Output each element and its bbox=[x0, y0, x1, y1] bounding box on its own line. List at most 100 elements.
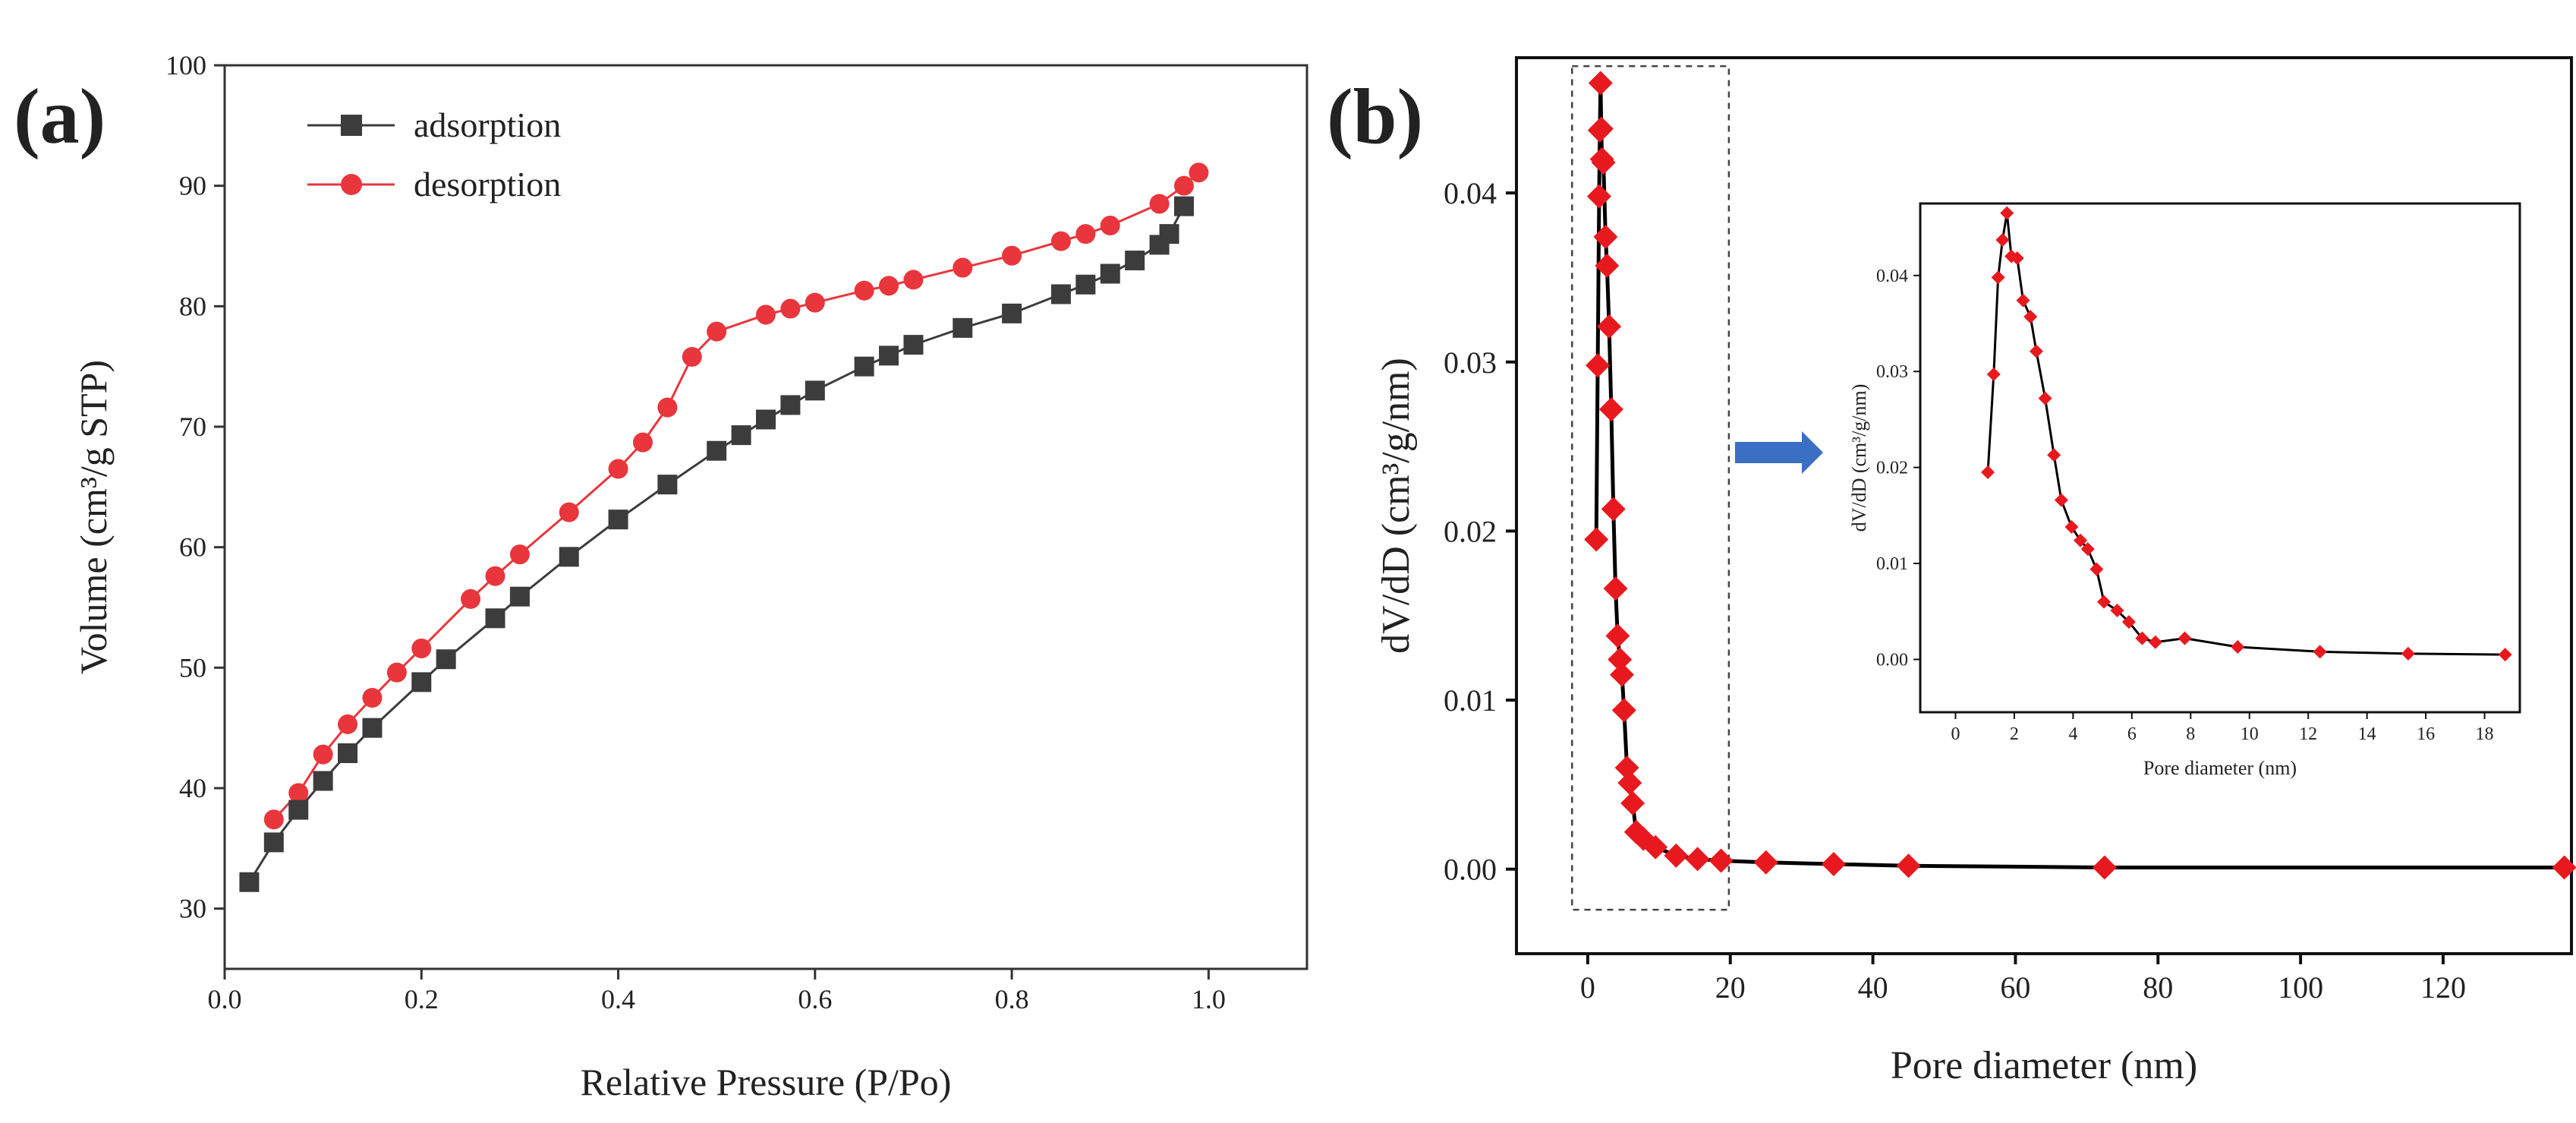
y-tick-label: 0.03 bbox=[1876, 362, 1908, 382]
inset-psd-point bbox=[2110, 604, 2124, 617]
desorption-point bbox=[1100, 216, 1120, 236]
inset-psd-point bbox=[2401, 646, 2415, 661]
inset-psd-point bbox=[2121, 615, 2136, 629]
desorption-point bbox=[805, 292, 825, 313]
adsorption-point bbox=[338, 743, 358, 763]
adsorption-point bbox=[509, 586, 530, 607]
psd-point bbox=[1614, 756, 1639, 781]
panel-b-series bbox=[1584, 71, 2576, 880]
adsorption-point bbox=[1125, 251, 1145, 271]
inset-psd-point bbox=[1995, 233, 2010, 248]
adsorption-point bbox=[805, 380, 825, 401]
adsorption-point bbox=[313, 771, 333, 791]
x-tick-label: 12 bbox=[2299, 724, 2317, 744]
inset-psd-point bbox=[2010, 251, 2024, 266]
inset-series bbox=[1981, 206, 2512, 662]
desorption-point bbox=[263, 809, 284, 830]
adsorption-point bbox=[1173, 196, 1194, 216]
x-tick-label: 0 bbox=[1580, 970, 1595, 1005]
adsorption-point bbox=[731, 425, 751, 446]
adsorption-point bbox=[780, 395, 801, 415]
x-tick-label: 100 bbox=[2278, 970, 2323, 1005]
panel-b-label: (b) bbox=[1327, 73, 1423, 160]
x-tick-label: 0.8 bbox=[995, 984, 1029, 1014]
x-tick-label: 6 bbox=[2127, 724, 2137, 744]
psd-point bbox=[1643, 834, 1668, 860]
desorption-point bbox=[903, 270, 924, 290]
psd-point bbox=[1603, 576, 1628, 601]
desorption-point bbox=[313, 744, 333, 765]
desorption-point bbox=[509, 544, 530, 565]
inset-psd-point bbox=[2178, 631, 2192, 645]
y-tick-label: 0.00 bbox=[1876, 650, 1908, 670]
panel-a-ticks: 0.0 0.2 0.4 0.6 0.8 1.0 30 40 50 60 70 80 90 100 bbox=[165, 50, 1226, 1014]
x-tick-label: 14 bbox=[2358, 724, 2376, 744]
y-tick-label: 90 bbox=[179, 171, 206, 201]
desorption-point bbox=[288, 783, 309, 803]
panel-b-chart: (b) 0 20 40 60 80 100 1200.000.010.020.030.04 … bbox=[1327, 56, 2576, 1087]
psd-point bbox=[2092, 855, 2117, 880]
y-tick-label: 30 bbox=[179, 894, 206, 924]
adsorption-point bbox=[1075, 274, 1096, 295]
panel-a-label: (a) bbox=[14, 73, 105, 160]
desorption-point bbox=[756, 304, 776, 325]
inset-ticks: 0 2 4 6 8 10 12 14 16 18 0.00 0.01 0.02 0.03 0.04 bbox=[1876, 267, 2494, 744]
desorption-point bbox=[362, 688, 383, 708]
desorption-point bbox=[1050, 231, 1071, 251]
psd-point bbox=[1685, 847, 1710, 872]
x-tick-label: 4 bbox=[2068, 724, 2077, 744]
adsorption-point bbox=[436, 649, 456, 670]
x-tick-label: 16 bbox=[2417, 724, 2435, 744]
y-tick-label: 60 bbox=[179, 532, 206, 563]
psd-point bbox=[1896, 853, 1921, 879]
psd-point bbox=[1611, 698, 1636, 723]
inset-plot-frame bbox=[1919, 202, 2521, 714]
panel-b-plot-frame bbox=[1515, 56, 2573, 955]
desorption-point bbox=[386, 662, 407, 683]
desorption-point bbox=[1173, 175, 1194, 196]
x-tick-label: 120 bbox=[2420, 970, 2466, 1005]
y-tick-label: 70 bbox=[179, 412, 206, 442]
adsorption-point bbox=[559, 547, 579, 567]
x-tick-label: 10 bbox=[2241, 724, 2259, 744]
adsorption-point bbox=[854, 356, 874, 377]
psd-point bbox=[1588, 71, 1613, 96]
y-tick-label: 0.04 bbox=[1444, 176, 1497, 210]
inset-psd-point bbox=[2097, 595, 2112, 609]
x-tick-label: 0.4 bbox=[601, 984, 635, 1014]
x-tick-label: 40 bbox=[1858, 970, 1888, 1005]
y-tick-label: 0.04 bbox=[1876, 267, 1908, 286]
adsorption-point bbox=[263, 832, 284, 853]
desorption-point bbox=[632, 432, 653, 453]
desorption-point bbox=[1189, 162, 1209, 183]
y-tick-label: 0.01 bbox=[1876, 554, 1908, 574]
psd-point bbox=[1589, 116, 1614, 141]
psd-point bbox=[1753, 850, 1778, 875]
x-tick-label: 0 bbox=[1951, 724, 1960, 744]
x-tick-label: 0.2 bbox=[405, 984, 439, 1014]
inset-psd-point bbox=[2080, 542, 2095, 557]
adsorption-point bbox=[362, 718, 383, 738]
y-tick-label: 0.03 bbox=[1444, 345, 1497, 380]
adsorption-point bbox=[1050, 284, 1071, 304]
psd-point bbox=[1620, 790, 1645, 815]
legend-desorption-label: desorption bbox=[414, 165, 561, 203]
legend-adsorption-marker bbox=[341, 115, 362, 136]
adsorption-point bbox=[1100, 263, 1120, 284]
x-tick-label: 20 bbox=[1715, 970, 1746, 1005]
inset-psd-point bbox=[1986, 367, 2001, 382]
desorption-point bbox=[1002, 245, 1022, 266]
y-tick-label: 80 bbox=[179, 291, 206, 321]
panel-b-x-axis-title: Pore diameter (nm) bbox=[1891, 1044, 2197, 1087]
psd-point bbox=[1586, 353, 1611, 378]
desorption-point bbox=[559, 502, 579, 522]
legend-desorption-marker bbox=[341, 174, 362, 195]
adsorption-point bbox=[756, 409, 776, 430]
adsorption-point bbox=[953, 317, 973, 338]
inset-psd-point bbox=[2047, 448, 2061, 462]
desorption-point bbox=[780, 298, 801, 319]
psd-point bbox=[1598, 397, 1623, 422]
inset-psd-point bbox=[2089, 562, 2104, 576]
desorption-point bbox=[608, 459, 628, 479]
